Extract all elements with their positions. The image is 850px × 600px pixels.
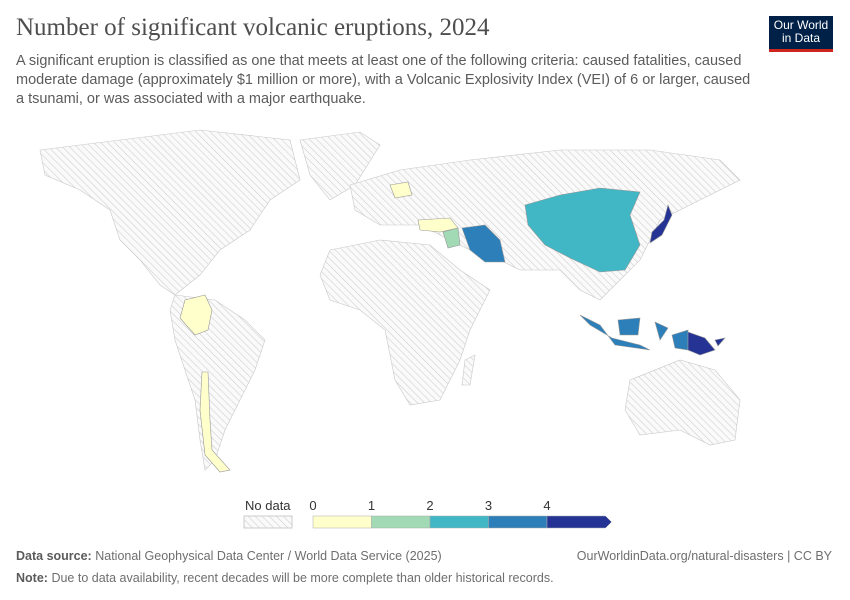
legend-bin [546,515,612,529]
country-colombia [179,294,213,336]
legend-no-data-swatch [243,515,293,529]
source-text: National Geophysical Data Center / World… [95,549,442,563]
country-china [524,187,641,273]
country-turkey [417,217,459,233]
country-indonesia [579,314,689,351]
note-text: Due to data availability, recent decades… [51,571,554,585]
note: Note: Due to data availability, recent d… [16,571,554,585]
legend-bin [429,515,489,529]
legend-bin [371,515,431,529]
data-source: Data source: National Geophysical Data C… [16,549,442,563]
madagascar [461,354,476,386]
legend-tick-label: 1 [368,498,375,513]
legend-tick-label: 0 [309,498,316,513]
note-label: Note: [16,571,48,585]
country-papua-new-guinea [687,331,726,356]
source-url[interactable]: OurWorldinData.org/natural-disasters | C… [576,549,832,563]
legend-bin [488,515,548,529]
logo-line2: in Data [781,31,821,45]
logo-line1: Our World [773,18,829,32]
world-map [39,129,741,473]
north-america [39,129,301,296]
country-syria [442,227,461,249]
source-label: Data source: [16,549,92,563]
africa [319,239,491,406]
country-iran [461,224,506,263]
legend-no-data-label: No data [245,498,291,513]
australia [624,359,741,446]
legend-bin [312,515,372,529]
owid-logo[interactable]: Our World in Data [769,16,833,52]
chart-subtitle: A significant eruption is classified as … [16,53,751,107]
country-japan [649,204,673,244]
legend-tick-label: 4 [543,498,550,513]
country-chile [199,371,231,473]
legend-tick-label: 3 [485,498,492,513]
legend-tick-label: 2 [426,498,433,513]
country-poland [389,181,413,199]
chart-title: Number of significant volcanic eruptions… [16,14,490,41]
